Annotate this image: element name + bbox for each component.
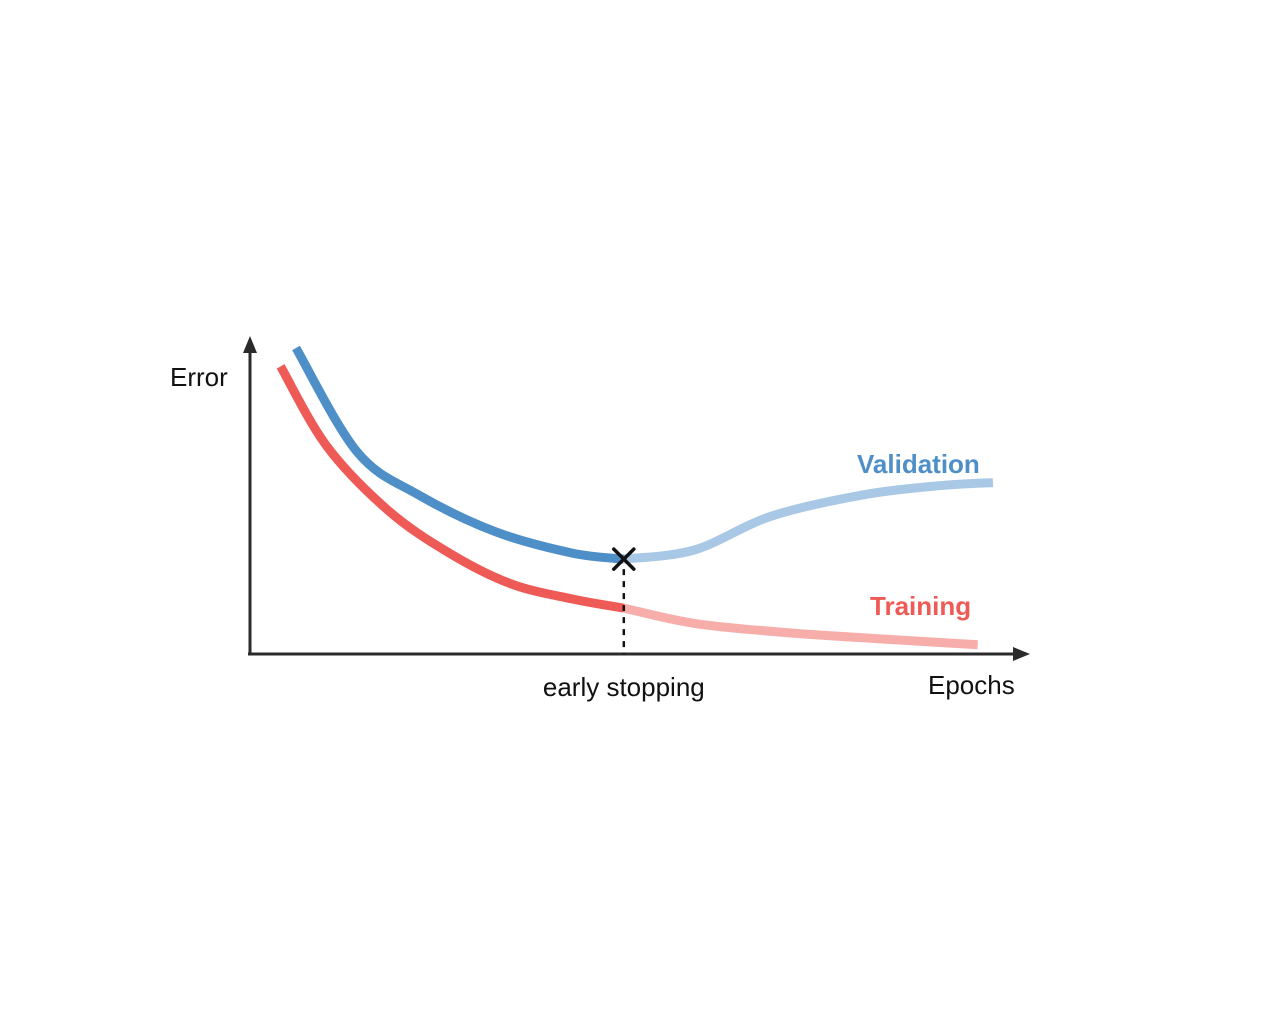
- x-axis-arrow-icon: [1013, 647, 1030, 661]
- training-series-line: [276, 364, 625, 613]
- y-axis-arrow-icon: [243, 336, 257, 353]
- early-stopping-label: early stopping: [543, 672, 705, 702]
- training-series-line-after-stop: [622, 603, 978, 650]
- y-axis-label: Error: [170, 362, 228, 392]
- legend-training: Training: [870, 591, 971, 621]
- validation-series-line: [292, 345, 625, 564]
- early-stopping-x-icon: [612, 547, 636, 571]
- legend-validation: Validation: [857, 449, 980, 479]
- validation-series-line-after-stop: [623, 478, 994, 564]
- series-layer: [276, 345, 994, 650]
- x-axis-label: Epochs: [928, 670, 1015, 700]
